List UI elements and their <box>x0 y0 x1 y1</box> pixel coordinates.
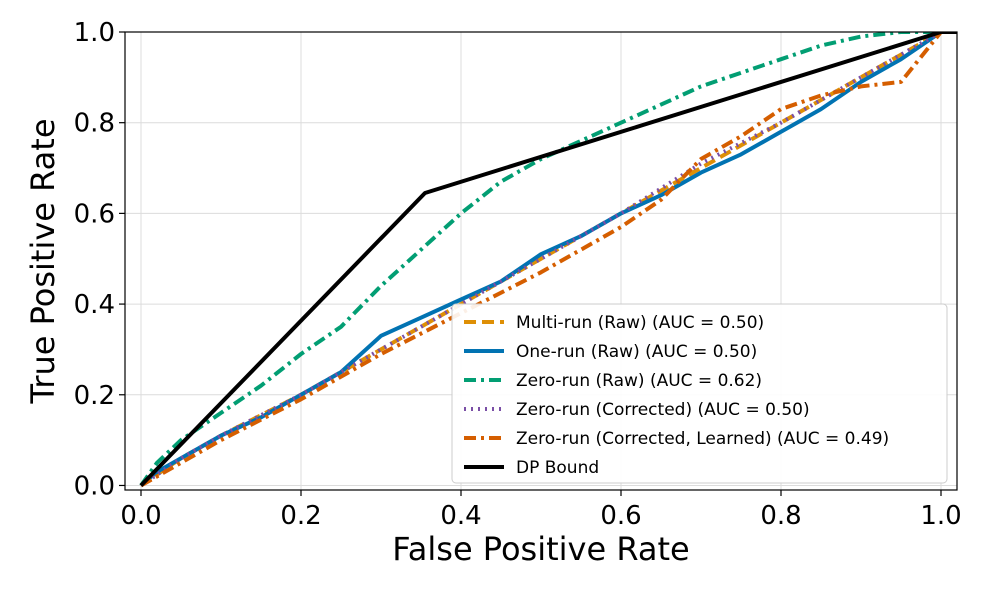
x-tick-label: 0.4 <box>440 501 481 531</box>
plot-frame <box>124 31 958 491</box>
series-line-4 <box>139 32 942 488</box>
y-tick-label: 1.0 <box>74 18 115 48</box>
y-axis-label: True Positive Rate <box>24 118 62 404</box>
series-layer <box>139 32 957 488</box>
x-tick-label: 0.0 <box>120 501 161 531</box>
series-line-5 <box>140 32 943 488</box>
legend-box <box>451 303 948 484</box>
y-tick-label: 0.6 <box>74 199 115 229</box>
x-tick-label: 0.8 <box>760 501 801 531</box>
x-tick-label: 0.2 <box>280 501 321 531</box>
y-tick-label: 0.8 <box>74 109 115 139</box>
series-line-2 <box>139 32 943 488</box>
y-tick-label: 0.4 <box>74 290 115 320</box>
y-tick-label: 0.2 <box>74 381 115 411</box>
x-axis-label: False Positive Rate <box>392 530 689 568</box>
legend-label: Zero-run (Corrected, Learned) (AUC = 0.4… <box>516 429 889 449</box>
legend-label: Zero-run (Corrected) (AUC = 0.50) <box>516 400 810 420</box>
legend-label: Zero-run (Raw) (AUC = 0.62) <box>516 371 762 391</box>
series-line-6 <box>139 32 957 487</box>
x-tick-label: 1.0 <box>920 501 961 531</box>
ticks: 0.0 0.2 0.4 0.6 0.8 1.0 0.0 0.2 0.4 0.6 0.8 1.0 <box>74 18 962 531</box>
series-line-3 <box>139 32 941 487</box>
legend-label: DP Bound <box>516 458 599 478</box>
legend-label: One-run (Raw) (AUC = 0.50) <box>516 342 757 362</box>
grid <box>125 31 957 490</box>
x-tick-label: 0.6 <box>600 501 641 531</box>
legend-label: Multi-run (Raw) (AUC = 0.50) <box>516 313 764 333</box>
y-tick-label: 0.0 <box>74 471 115 501</box>
legend: Multi-run (Raw) (AUC = 0.50) One-run (Raw… <box>451 303 948 484</box>
